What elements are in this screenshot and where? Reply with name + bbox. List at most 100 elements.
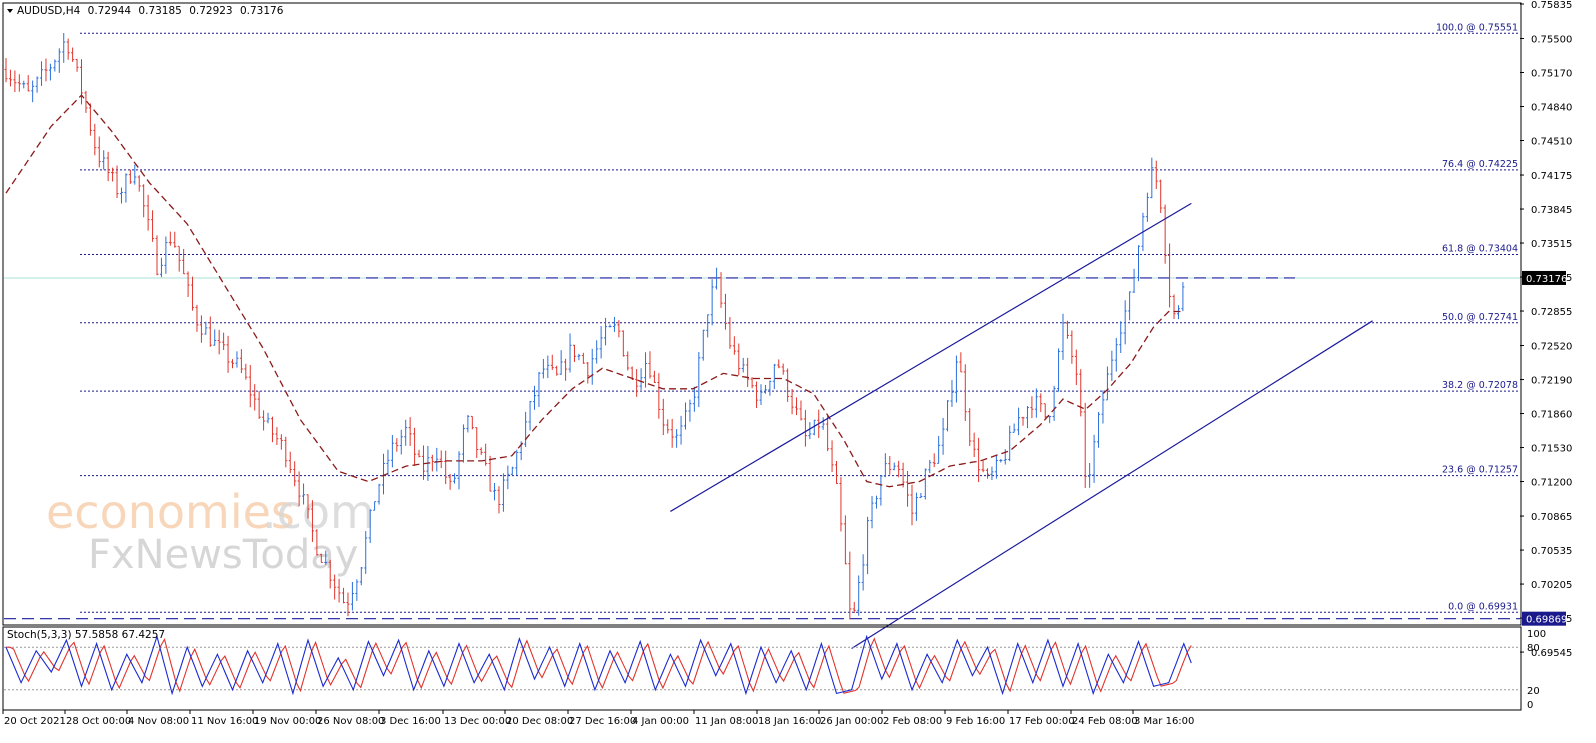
candle [879,475,883,506]
candle [723,293,727,330]
candle [1025,405,1029,429]
candle [279,434,283,450]
candle [310,500,314,542]
trend-channel [670,202,1373,649]
candle [44,58,48,82]
candle [950,380,954,407]
candle [373,501,377,511]
fib-level-label: 0.0 @ 0.69931 [1448,601,1518,612]
candle [506,465,510,490]
channel-lower-line[interactable] [851,320,1373,649]
candle [151,210,155,242]
price-tick-label: 0.75835 [1531,0,1572,11]
candle [62,32,66,63]
candle [435,447,439,472]
candle [719,272,723,308]
candle [577,353,581,361]
time-tick-label: 24 Feb 08:00 [1072,716,1138,727]
price-tick-label: 0.69545 [1531,648,1572,659]
candle [546,355,550,379]
candle [1039,393,1043,413]
close-value: 0.73176 [240,5,284,17]
price-tick-label: 0.73515 [1531,239,1572,250]
price-axis[interactable]: 0.75835 0.75500 0.75170 0.74840 0.74510 0.741… [1520,0,1572,659]
candle [1017,407,1021,436]
fib-level-label: 61.8 @ 0.73404 [1442,243,1518,254]
candle [395,438,399,452]
candle [4,58,8,83]
candle [75,58,79,72]
candle [999,459,1003,463]
time-tick-label: 17 Feb 00:00 [1009,716,1075,727]
candle [1172,294,1176,319]
open-value: 0.72944 [88,5,132,17]
candle [377,483,381,505]
candle [13,70,17,93]
candle [639,368,643,391]
channel-upper-line[interactable] [670,202,1192,512]
candle [946,400,950,432]
time-tick-label: 28 Oct 00:00 [66,716,131,727]
candle [990,466,994,481]
candle [963,364,967,421]
candle [355,579,359,601]
candle [994,454,998,479]
price-tick-label: 0.73845 [1531,205,1572,216]
time-tick-label: 11 Jan 08:00 [695,716,758,727]
candle [470,415,474,430]
candle [364,531,368,574]
candle [1163,204,1167,264]
candle [919,492,923,499]
fib-level-label: 100.0 @ 0.75551 [1436,22,1518,33]
candle [191,276,195,311]
time-tick-label: 2 Feb 08:00 [883,716,942,727]
candle [941,417,945,455]
moving-average-line [5,94,1184,488]
candle [333,574,337,600]
time-tick-label: 3 Mar 16:00 [1134,716,1194,727]
time-axis[interactable]: 20 Oct 2021 28 Oct 00:004 Nov 08:00 11 Nov… [2,710,1194,727]
candle [208,316,212,347]
candle [923,468,927,500]
candle [297,471,301,507]
candle [1128,291,1132,321]
candle [1110,350,1114,381]
candle [284,436,288,468]
candle [515,449,519,476]
candle [595,340,599,364]
candle [981,460,985,473]
main-pane-frame [2,2,1522,626]
candle [231,359,234,369]
support-price-badge: 0.69869 [1526,615,1567,626]
candle [324,550,328,565]
candle [848,551,852,620]
candle [1052,385,1056,421]
candle [910,484,914,526]
candle [461,424,465,463]
candle [479,447,483,455]
candle [270,416,274,443]
candle [399,429,403,455]
candle [1057,348,1061,392]
candle [390,435,394,468]
candle [861,554,865,591]
stoch-tick-label: 0 [1527,700,1533,711]
time-tick-label: 4 Jan 00:00 [632,716,689,727]
price-tick-label: 0.75170 [1531,69,1572,80]
candle [1083,402,1087,488]
candle [417,449,421,458]
candle [501,473,505,512]
candle [763,384,767,394]
candle [177,245,181,272]
candle [466,414,470,433]
candle [88,103,92,136]
time-tick-label: 3 Dec 16:00 [380,716,441,727]
candle [319,553,323,563]
time-tick-label: 19 Nov 00:00 [254,716,321,727]
candle [1030,396,1034,419]
candle [937,435,941,464]
watermark-brand-second: FxNewsToday [88,532,358,578]
stoch-tick-label: 80 [1527,643,1540,654]
dropdown-triangle-icon[interactable] [7,9,13,13]
